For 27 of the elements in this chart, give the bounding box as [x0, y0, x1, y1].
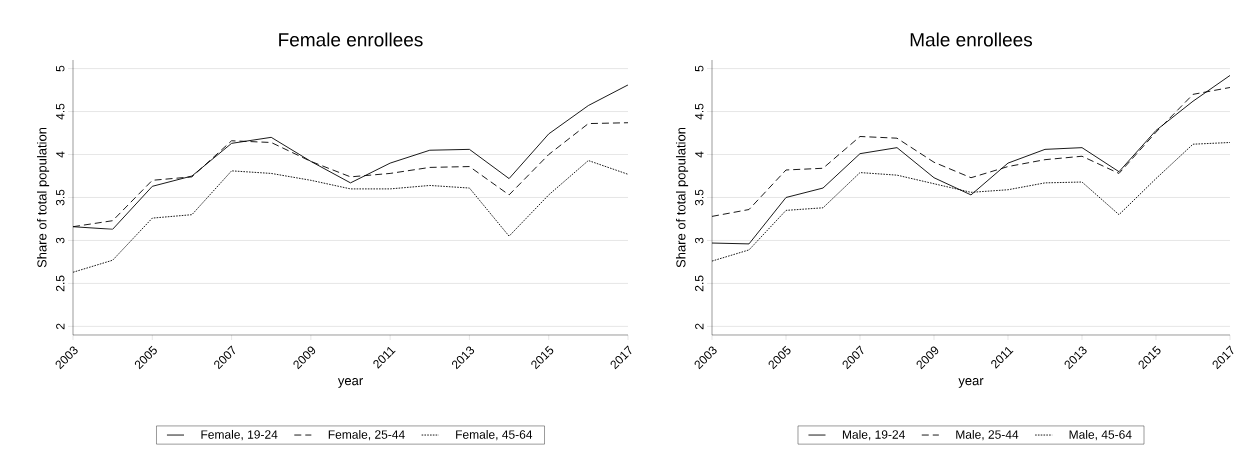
y-tick-label: 3.5: [694, 189, 704, 206]
y-tick-label: 5: [56, 65, 65, 72]
y-tick-label: 4.5: [56, 103, 65, 120]
y-tick-label: 2.5: [694, 275, 704, 292]
y-tick-label: 5: [695, 65, 704, 72]
legend-label: Male, 25-44: [956, 429, 1019, 441]
y-tick-label: 4: [695, 151, 704, 158]
y-tick-label: 3: [56, 237, 65, 244]
y-axis-title: Share of total population: [675, 127, 689, 268]
y-axis-title: Share of total population: [37, 127, 50, 268]
y-tick-label: 4.5: [695, 103, 704, 120]
y-tick-label: 3.5: [56, 189, 65, 206]
legend-label: Female, 45-64: [456, 429, 533, 441]
y-tick-label: 3: [694, 237, 704, 244]
x-axis-title: year: [958, 378, 984, 388]
y-tick-label: 4: [56, 151, 65, 158]
y-tick-label: 2: [695, 323, 704, 330]
y-tick-label: 2.5: [56, 275, 65, 292]
legend-label: Male, 45-64: [1069, 429, 1132, 441]
legend-label: Female, 25-44: [328, 429, 405, 441]
chart-title: Male enrollees: [910, 32, 1033, 47]
y-tick-label: 2: [56, 323, 65, 330]
legend-label: Female, 19-24: [201, 429, 278, 441]
chart-title: Female enrollees: [279, 32, 423, 47]
x-axis-title: year: [337, 378, 363, 388]
line-series: [73, 160, 628, 273]
legend-label: Male, 19-24: [842, 429, 905, 441]
